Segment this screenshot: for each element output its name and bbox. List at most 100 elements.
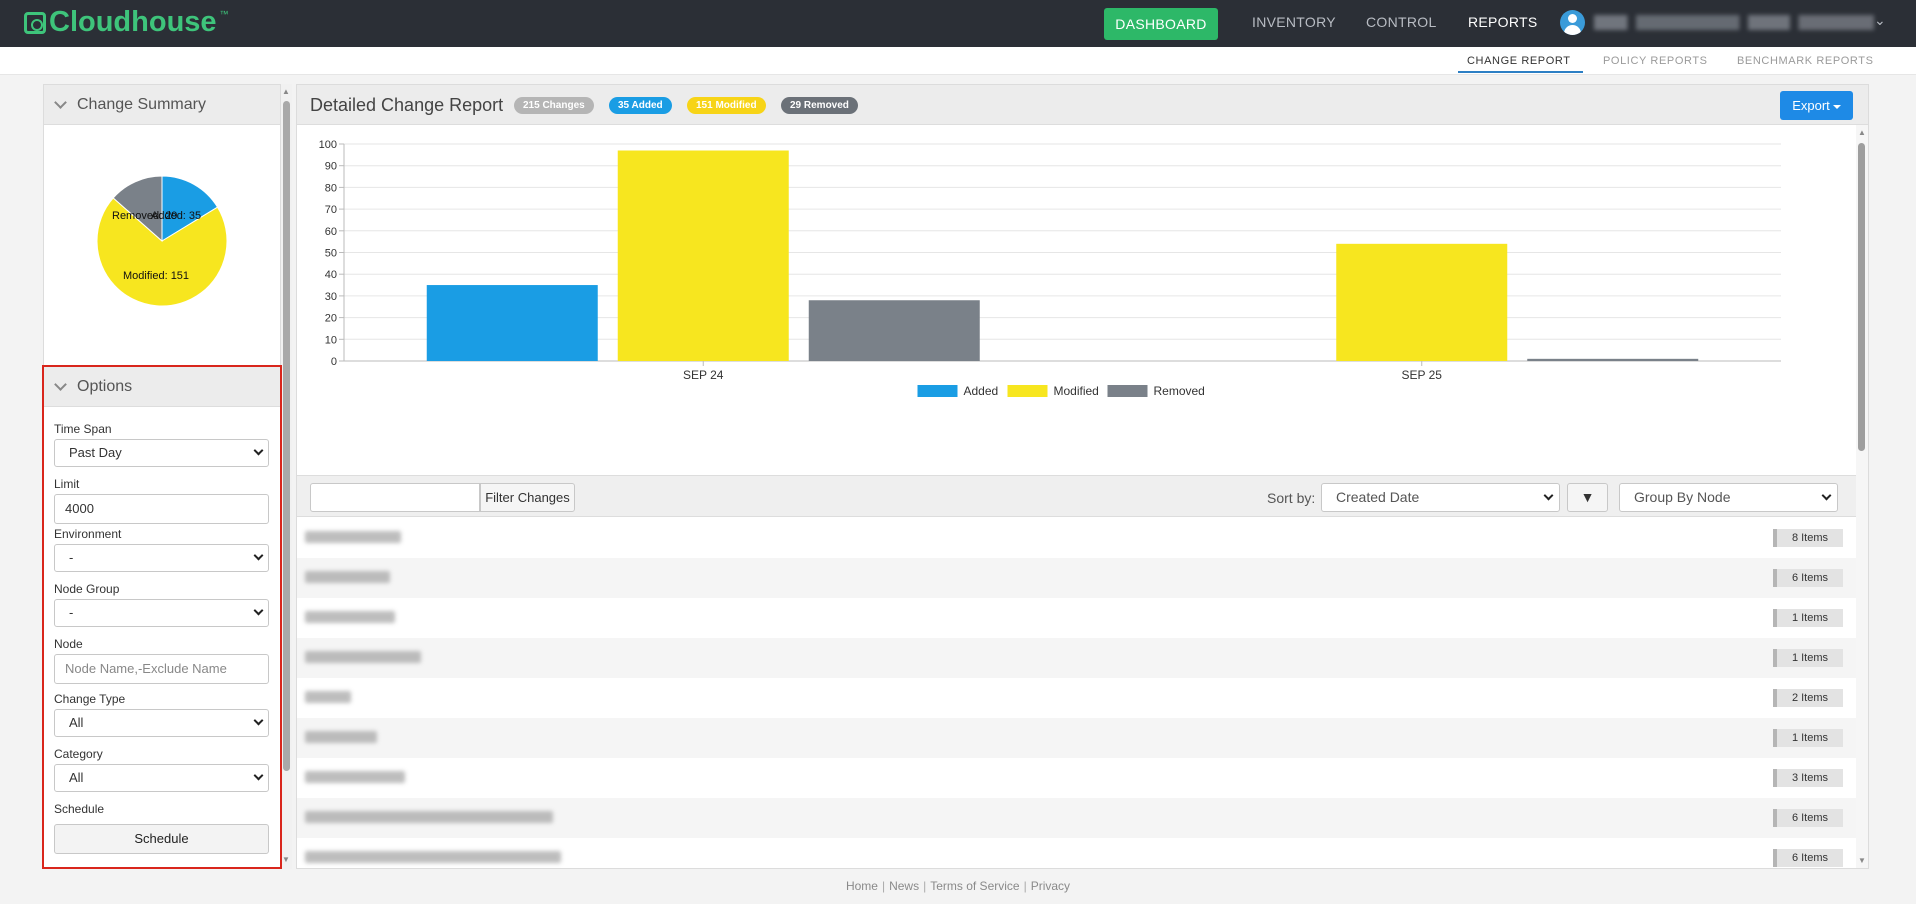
pie-slice-removed: [112, 175, 163, 243]
footer-privacy-link[interactable]: Privacy: [1030, 879, 1071, 893]
footer-news-link[interactable]: News: [889, 879, 920, 893]
change-type-select[interactable]: All: [54, 709, 269, 737]
y-tick-label: 80: [325, 182, 337, 194]
node-input[interactable]: Node Name,-Exclude Name: [54, 654, 269, 684]
tab-change-report[interactable]: CHANGE REPORT: [1467, 55, 1571, 67]
node-name-redacted[interactable]: [305, 731, 377, 743]
legend-swatch-modified[interactable]: [1007, 385, 1048, 397]
list-item[interactable]: 6 Items: [297, 838, 1856, 878]
change-groups-list: 8 Items 6 Items 1 Items 1 Items 2 Items …: [297, 518, 1856, 878]
nav-reports[interactable]: REPORTS: [1468, 14, 1538, 30]
y-tick-label: 40: [325, 269, 337, 281]
scroll-down-icon[interactable]: ▼: [1858, 856, 1866, 865]
node-name-redacted[interactable]: [305, 811, 553, 823]
item-count-badge: 6 Items: [1773, 849, 1843, 867]
node-name-redacted[interactable]: [305, 691, 351, 703]
list-item[interactable]: 1 Items: [297, 638, 1856, 678]
sort-by-select[interactable]: Created Date: [1321, 483, 1560, 512]
scroll-up-icon[interactable]: ▲: [1858, 128, 1866, 137]
node-name-redacted[interactable]: [305, 851, 561, 863]
schedule-button[interactable]: Schedule: [54, 824, 269, 854]
pie-slice-modified: [96, 197, 228, 307]
badge-removed: 29 Removed: [781, 97, 858, 114]
bar-added-0[interactable]: [426, 285, 598, 361]
item-count-badge: 1 Items: [1773, 729, 1843, 747]
limit-input[interactable]: 4000: [54, 494, 269, 524]
change-type-value: All: [69, 715, 84, 730]
group-by-select[interactable]: Group By Node: [1619, 483, 1838, 512]
bar-modified-0[interactable]: [617, 150, 789, 361]
options-header[interactable]: Options: [44, 367, 280, 407]
y-tick-label: 90: [325, 161, 337, 173]
footer-terms-link[interactable]: Terms of Service: [930, 879, 1020, 893]
legend-swatch-removed[interactable]: [1107, 385, 1148, 397]
time-span-select[interactable]: Past Day: [54, 439, 269, 467]
filter-changes-input[interactable]: [310, 483, 480, 512]
bar-removed-1[interactable]: [1527, 358, 1699, 361]
legend-swatch-added[interactable]: [917, 385, 958, 397]
scroll-down-icon[interactable]: ▼: [282, 855, 290, 864]
page-footer: Home | News | Terms of Service | Privacy: [845, 879, 1071, 893]
node-name-redacted[interactable]: [305, 771, 405, 783]
export-label: Export: [1792, 98, 1830, 113]
tab-benchmark-reports[interactable]: BENCHMARK REPORTS: [1737, 55, 1874, 67]
export-button[interactable]: Export: [1780, 91, 1853, 120]
environment-label: Environment: [54, 527, 122, 541]
sort-by-label: Sort by:: [1267, 490, 1316, 506]
node-name-redacted[interactable]: [305, 531, 401, 543]
list-item[interactable]: 8 Items: [297, 518, 1856, 558]
list-item[interactable]: 6 Items: [297, 798, 1856, 838]
y-tick-label: 100: [319, 139, 337, 151]
filter-changes-button[interactable]: Filter Changes: [480, 483, 575, 512]
y-tick-label: 10: [325, 334, 337, 346]
sort-direction-button[interactable]: ▼: [1567, 483, 1608, 512]
list-item[interactable]: 2 Items: [297, 678, 1856, 718]
cloudhouse-logo[interactable]: Cloudhouse ™: [24, 6, 229, 39]
y-tick-label: 70: [325, 204, 337, 216]
tab-policy-reports[interactable]: POLICY REPORTS: [1603, 55, 1708, 67]
node-label: Node: [54, 637, 83, 651]
list-item[interactable]: 1 Items: [297, 598, 1856, 638]
node-group-select[interactable]: -: [54, 599, 269, 627]
caret-down-icon: [1832, 104, 1841, 109]
logo-text: Cloudhouse: [49, 6, 217, 38]
sort-by-value: Created Date: [1336, 489, 1420, 505]
scroll-up-icon[interactable]: ▲: [282, 87, 290, 96]
report-title: Detailed Change Report: [310, 95, 504, 115]
footer-home-link[interactable]: Home: [845, 879, 878, 893]
x-tick-label: SEP 25: [1402, 368, 1443, 382]
item-count-badge: 1 Items: [1773, 649, 1843, 667]
bar-removed-0[interactable]: [808, 300, 980, 361]
user-name-redacted[interactable]: [1594, 15, 1874, 30]
chevron-down-icon[interactable]: ⌄: [1874, 12, 1886, 28]
list-item[interactable]: 6 Items: [297, 558, 1856, 598]
change-type-label: Change Type: [54, 692, 126, 706]
pie-slice-added: [161, 175, 219, 242]
node-name-redacted[interactable]: [305, 651, 421, 663]
bar-modified-1[interactable]: [1336, 243, 1508, 361]
active-tab-indicator: [1458, 71, 1583, 73]
main-scrollbar-thumb[interactable]: [1858, 143, 1865, 451]
legend-label-added[interactable]: Added: [964, 384, 999, 398]
nav-inventory[interactable]: INVENTORY: [1252, 14, 1336, 30]
category-select[interactable]: All: [54, 764, 269, 792]
user-avatar-icon[interactable]: [1560, 10, 1585, 35]
nav-control[interactable]: CONTROL: [1366, 14, 1437, 30]
y-tick-label: 30: [325, 291, 337, 303]
top-navbar: Cloudhouse ™ DASHBOARD INVENTORY CONTROL…: [0, 0, 1916, 47]
left-scrollbar-thumb[interactable]: [283, 101, 290, 771]
item-count-badge: 1 Items: [1773, 609, 1843, 627]
node-name-redacted[interactable]: [305, 571, 390, 583]
change-summary-header[interactable]: Change Summary: [44, 85, 280, 125]
chevron-down-icon: [253, 715, 264, 726]
limit-label: Limit: [54, 477, 80, 491]
nav-dashboard-button[interactable]: DASHBOARD: [1104, 8, 1218, 40]
chevron-down-icon: [253, 445, 264, 456]
list-item[interactable]: 1 Items: [297, 718, 1856, 758]
item-count-badge: 6 Items: [1773, 809, 1843, 827]
legend-label-removed[interactable]: Removed: [1154, 384, 1205, 398]
list-item[interactable]: 3 Items: [297, 758, 1856, 798]
node-name-redacted[interactable]: [305, 611, 395, 623]
environment-select[interactable]: -: [54, 544, 269, 572]
legend-label-modified[interactable]: Modified: [1054, 384, 1099, 398]
